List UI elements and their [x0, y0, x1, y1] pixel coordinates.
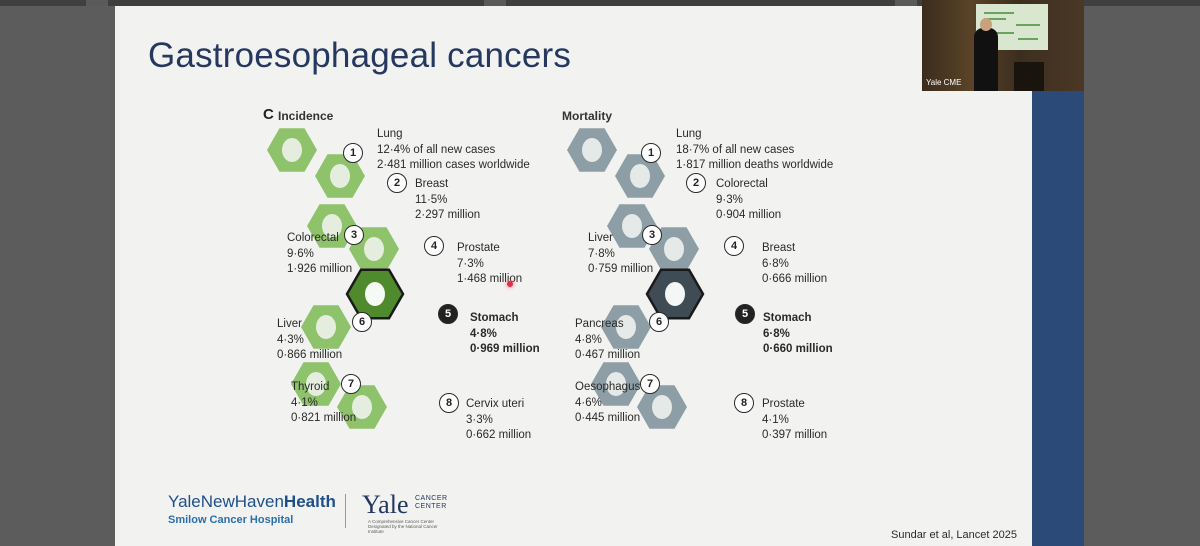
incidence-organ-icon-5 — [365, 282, 385, 306]
rank-badge: 3 — [642, 225, 662, 245]
rank-badge-highlight: 5 — [735, 304, 755, 324]
incidence-organ-icon-4 — [364, 237, 384, 261]
rank-badge: 1 — [343, 143, 363, 163]
rank-badge: 8 — [734, 393, 754, 413]
mortality-organ-icon-8 — [652, 395, 672, 419]
incidence-label-prostate: Prostate 7·3% 1·468 million — [457, 242, 523, 285]
mortality-organ-icon-1 — [582, 138, 602, 162]
top-bar-segment — [484, 0, 506, 6]
mortality-label-stomach: Stomach 6·8% 0·660 million — [763, 312, 833, 355]
speaker-head — [980, 18, 992, 31]
rank-badge: 2 — [387, 173, 407, 193]
mortality-organ-icon-6 — [616, 315, 636, 339]
viewer-margin-right — [1084, 6, 1200, 546]
speaker-video-thumbnail[interactable]: Yale CME — [922, 0, 1084, 91]
rank-badge: 1 — [641, 143, 661, 163]
rank-badge: 4 — [724, 236, 744, 256]
incidence-organ-icon-3 — [322, 214, 342, 238]
rank-badge: 2 — [686, 173, 706, 193]
mortality-header: Mortality — [562, 109, 613, 123]
mortality-organ-icon-2 — [630, 164, 650, 188]
incidence-organ-icon-1 — [282, 138, 302, 162]
smilow-logo-text: Smilow Cancer Hospital — [168, 514, 294, 526]
citation: Sundar et al, Lancet 2025 — [891, 529, 1017, 541]
rank-badge-highlight: 5 — [438, 304, 458, 324]
panel-letter: C — [263, 106, 274, 123]
footer-divider — [345, 494, 346, 528]
video-label: Yale CME — [926, 78, 962, 87]
rank-badge: 7 — [341, 374, 361, 394]
rank-badge: 7 — [640, 374, 660, 394]
yale-cancer-center-text: CANCER CENTER — [415, 495, 448, 510]
presentation-slide: Gastroesophageal cancers C Incidence Mor… — [115, 6, 1084, 546]
rank-badge: 8 — [439, 393, 459, 413]
yale-logo: Yale — [362, 490, 409, 519]
mortality-label-colorectal: Colorectal 9·3% 0·904 million — [716, 178, 782, 221]
rank-badge: 6 — [649, 312, 669, 332]
incidence-label-colorectal: Colorectal 9·6% 1·926 million — [287, 232, 353, 275]
speaker-figure — [974, 28, 998, 91]
incidence-organ-icon-7 — [306, 372, 326, 396]
slide-accent-band — [1032, 90, 1084, 546]
podium — [1014, 62, 1044, 91]
laser-pointer — [507, 281, 513, 287]
rank-badge: 4 — [424, 236, 444, 256]
mortality-organ-icon-4 — [664, 237, 684, 261]
rank-badge: 3 — [344, 225, 364, 245]
incidence-label-stomach: Stomach 4·8% 0·969 million — [470, 312, 540, 355]
incidence-label-cervix: Cervix uteri 3·3% 0·662 million — [466, 398, 532, 441]
viewer-margin-left — [0, 6, 115, 546]
incidence-organ-icon-6 — [316, 315, 336, 339]
top-bar-segment — [86, 0, 108, 6]
incidence-label-lung: Lung 12·4% of all new cases 2·481 million … — [377, 128, 530, 171]
incidence-label-liver: Liver 4·3% 0·866 million — [277, 318, 343, 361]
mortality-label-prostate: Prostate 4·1% 0·397 million — [762, 398, 828, 441]
incidence-label-thyroid: Thyroid 4·1% 0·821 million — [291, 381, 357, 424]
mortality-label-liver: Liver 7·8% 0·759 million — [588, 232, 654, 275]
mortality-organ-icon-5 — [665, 282, 685, 306]
mortality-label-oesophagus: Oesophagus 4·6% 0·445 million — [575, 381, 641, 424]
slide-title: Gastroesophageal cancers — [148, 36, 572, 75]
mortality-organ-icon-7 — [606, 372, 626, 396]
incidence-organ-icon-8 — [352, 395, 372, 419]
incidence-label-breast: Breast 11·5% 2·297 million — [415, 178, 481, 221]
top-bar-segment — [895, 0, 917, 6]
ynhh-logo: YaleNewHavenHealth — [168, 492, 336, 511]
mortality-label-breast: Breast 6·8% 0·666 million — [762, 242, 828, 285]
rank-badge: 6 — [352, 312, 372, 332]
incidence-header: Incidence — [278, 109, 334, 123]
top-bar — [0, 0, 1200, 6]
incidence-organ-icon-2 — [330, 164, 350, 188]
mortality-organ-icon-3 — [622, 214, 642, 238]
mortality-label-pancreas: Pancreas 4·8% 0·467 million — [575, 318, 641, 361]
yale-subtext: A Comprehensive Cancer Center Designated… — [368, 519, 438, 534]
mortality-label-lung: Lung 18·7% of all new cases 1·817 million … — [676, 128, 834, 171]
